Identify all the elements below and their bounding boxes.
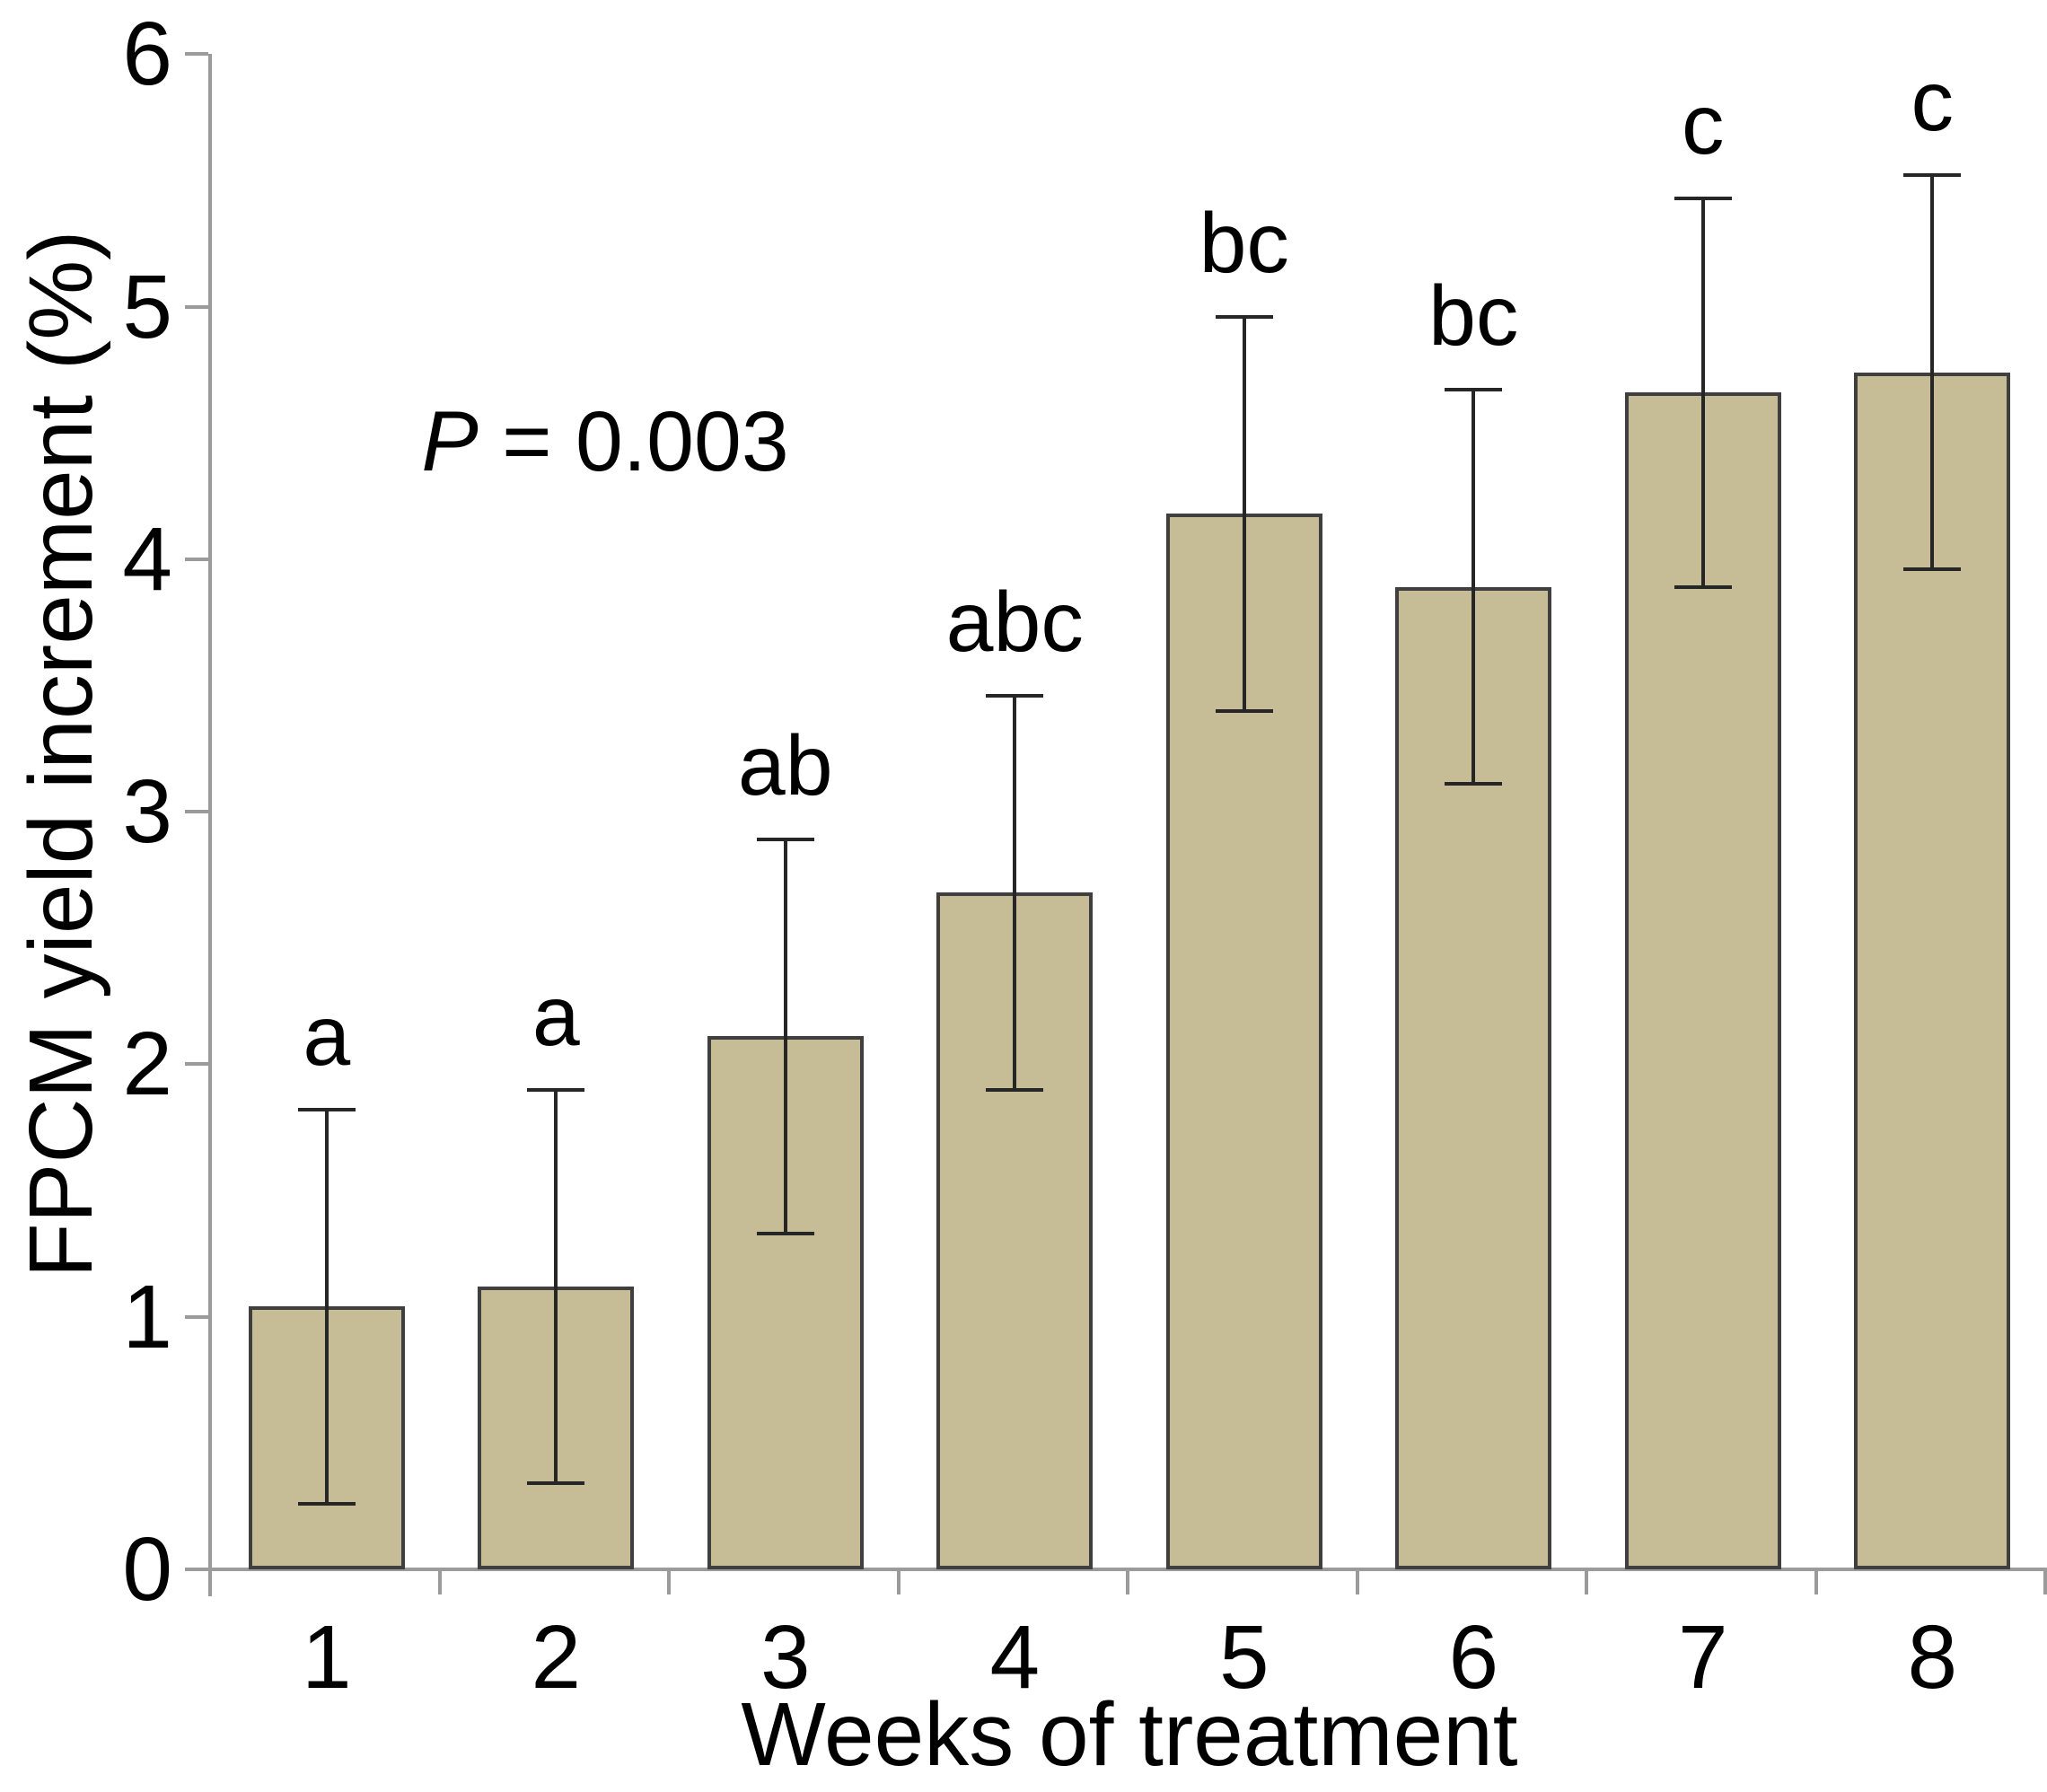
- y-tick-3: [185, 810, 208, 814]
- y-tick-label-4: 4: [122, 508, 172, 610]
- x-tick-label-5: 5: [1218, 1607, 1269, 1708]
- error-cap-top-week-3: [756, 838, 814, 842]
- error-bar-week-4: [1013, 695, 1017, 1090]
- error-cap-top-week-1: [297, 1108, 356, 1112]
- error-bar-week-7: [1700, 198, 1705, 587]
- x-tick-7: [1814, 1571, 1818, 1594]
- sig-letter-week-5: bc: [1199, 195, 1289, 291]
- error-bar-week-8: [1930, 175, 1935, 570]
- sig-letter-week-4: abc: [945, 574, 1084, 670]
- y-axis-line: [208, 54, 212, 1596]
- y-tick-label-3: 3: [122, 761, 172, 863]
- p-value-symbol: P: [421, 394, 479, 489]
- x-tick-0: [208, 1571, 212, 1594]
- x-tick-label-7: 7: [1677, 1607, 1728, 1708]
- y-tick-4: [185, 557, 208, 561]
- p-value-annotation: P = 0.003: [421, 397, 788, 487]
- y-tick-2: [185, 1062, 208, 1067]
- x-axis-title: Weeks of treatment: [741, 1684, 1518, 1785]
- error-bar-week-1: [324, 1110, 329, 1504]
- x-tick-3: [896, 1571, 901, 1594]
- error-cap-bottom-week-7: [1674, 584, 1732, 589]
- error-cap-top-week-5: [1215, 314, 1273, 319]
- x-tick-5: [1355, 1571, 1359, 1594]
- x-tick-1: [437, 1571, 442, 1594]
- x-tick-2: [667, 1571, 671, 1594]
- error-bar-week-2: [554, 1089, 558, 1484]
- error-cap-bottom-week-8: [1903, 567, 1962, 572]
- x-tick-label-8: 8: [1907, 1607, 1958, 1708]
- x-tick-6: [1585, 1571, 1588, 1594]
- error-cap-bottom-week-3: [756, 1231, 814, 1235]
- error-cap-top-week-4: [986, 693, 1044, 698]
- sig-letter-week-8: c: [1911, 54, 1955, 150]
- sig-letter-week-7: c: [1682, 76, 1725, 172]
- x-axis-line: [208, 1568, 2047, 1571]
- sig-letter-week-2: a: [532, 968, 580, 1064]
- sig-letter-week-3: ab: [737, 718, 833, 814]
- y-tick-label-0: 0: [122, 1519, 172, 1620]
- error-cap-bottom-week-5: [1215, 708, 1273, 713]
- x-tick-label-4: 4: [989, 1607, 1041, 1708]
- y-tick-label-1: 1: [122, 1266, 172, 1367]
- error-bar-week-6: [1472, 390, 1476, 785]
- y-tick-label-2: 2: [122, 1014, 172, 1115]
- bar-week-8: [1854, 372, 2011, 1569]
- error-cap-bottom-week-2: [527, 1481, 585, 1486]
- x-tick-label-3: 3: [760, 1607, 811, 1708]
- y-tick-5: [185, 304, 208, 309]
- error-cap-top-week-8: [1903, 173, 1962, 178]
- x-tick-label-2: 2: [531, 1607, 582, 1708]
- error-cap-bottom-week-6: [1445, 782, 1503, 786]
- y-tick-1: [185, 1314, 208, 1319]
- y-tick-label-6: 6: [122, 4, 172, 105]
- y-tick-6: [185, 52, 208, 57]
- error-cap-top-week-7: [1674, 196, 1732, 200]
- error-bar-week-3: [783, 839, 787, 1234]
- error-cap-top-week-2: [527, 1087, 585, 1092]
- x-tick-4: [1126, 1571, 1129, 1594]
- y-tick-label-5: 5: [122, 256, 172, 357]
- error-cap-top-week-6: [1445, 388, 1503, 392]
- bar-week-3: [707, 1036, 864, 1569]
- x-tick-8: [2043, 1571, 2047, 1594]
- sig-letter-week-6: bc: [1428, 268, 1519, 365]
- error-cap-bottom-week-4: [986, 1087, 1044, 1092]
- y-tick-0: [185, 1568, 208, 1571]
- p-value-text: = 0.003: [478, 394, 789, 489]
- sig-letter-week-1: a: [303, 988, 351, 1085]
- error-bar-week-5: [1242, 316, 1246, 711]
- x-tick-label-1: 1: [301, 1607, 352, 1708]
- x-tick-label-6: 6: [1448, 1607, 1499, 1708]
- error-cap-bottom-week-1: [297, 1501, 356, 1506]
